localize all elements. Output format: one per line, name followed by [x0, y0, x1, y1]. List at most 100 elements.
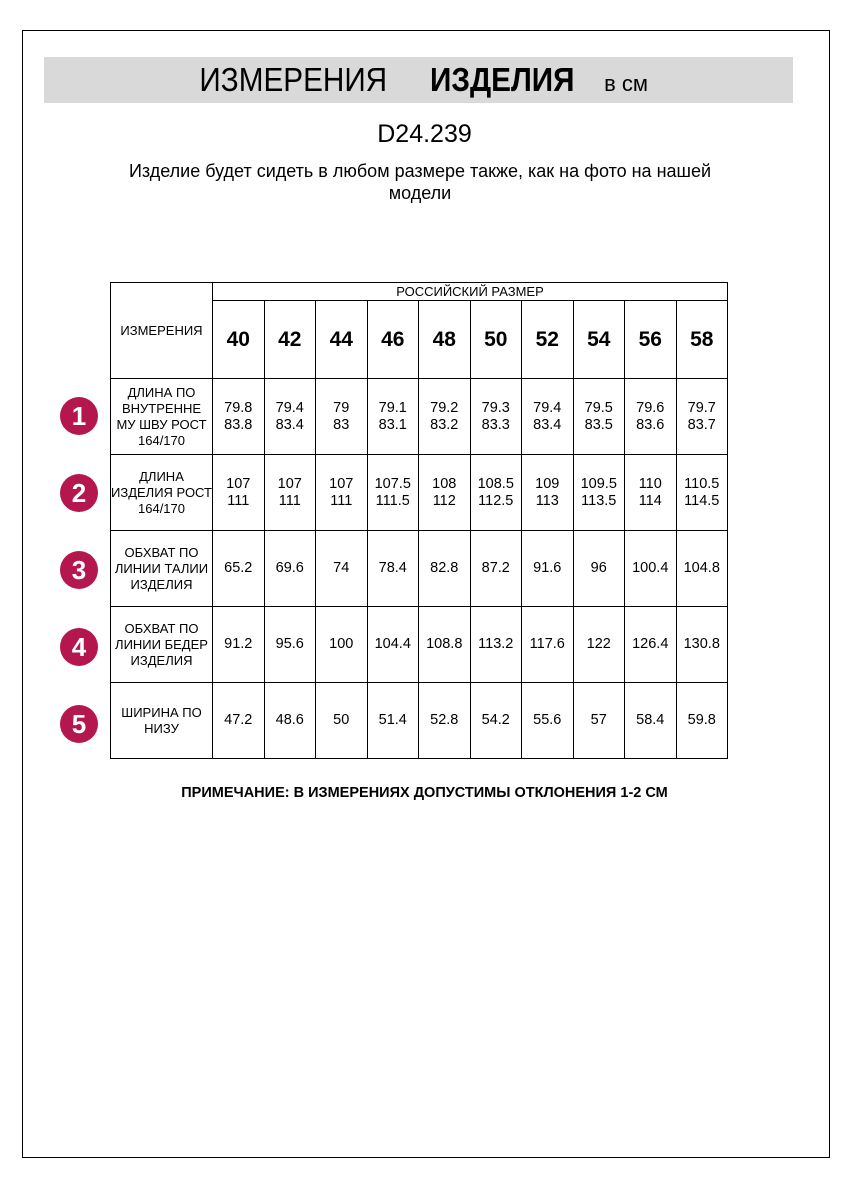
group-label: РОССИЙСКИЙ РАЗМЕР — [212, 282, 728, 301]
value: 111.5 — [375, 492, 410, 509]
value: 111 — [330, 492, 353, 509]
value: 83.4 — [275, 416, 304, 433]
value: 51.4 — [378, 712, 407, 728]
size-header: 48 — [418, 300, 471, 379]
value: 48.6 — [275, 712, 304, 728]
value-cell: 110.5 114.5 — [675, 454, 728, 531]
value-cell: 59.8 — [675, 682, 728, 759]
title-regular: ИЗМЕРЕНИЯ — [199, 61, 388, 98]
value: 117.6 — [529, 636, 565, 652]
value: 111 — [227, 492, 250, 509]
value: 108.5 — [477, 475, 514, 492]
value-cell: 69.6 — [263, 530, 316, 607]
value: 109.5 — [580, 475, 617, 492]
size-table: ИЗМЕРЕНИЯ РОССИЙСКИЙ РАЗМЕР 40 42 44 46 48 50… — [110, 282, 728, 759]
value: 112 — [432, 492, 456, 509]
value-cell: 126.4 — [624, 606, 677, 683]
value: 100.4 — [632, 560, 669, 576]
title-unit: в см — [604, 71, 648, 96]
value-cell: 79.2 83.2 — [418, 378, 471, 455]
value: 79.7 — [687, 399, 716, 416]
value: 50 — [333, 712, 350, 728]
value: 111 — [278, 492, 301, 509]
value-cell: 107.5 111.5 — [366, 454, 419, 531]
value: 78.4 — [378, 560, 407, 576]
value-cell: 109.5 113.5 — [572, 454, 625, 531]
value-cell: 107 111 — [315, 454, 368, 531]
value-cell: 96 — [572, 530, 625, 607]
value-cell: 122 — [572, 606, 625, 683]
value: 87.2 — [481, 560, 510, 576]
value-cell: 58.4 — [624, 682, 677, 759]
table-row: ОБХВАТ ПО ЛИНИИ БЕДЕР ИЗДЕЛИЯ 91.2 95.6 100… — [110, 606, 728, 683]
value: 83 — [333, 416, 350, 433]
row-number-badge: 1 — [60, 397, 98, 435]
value: 113.2 — [478, 636, 514, 652]
value: 122 — [586, 636, 611, 652]
value-cell: 51.4 — [366, 682, 419, 759]
size-header: 56 — [624, 300, 677, 379]
value: 58.4 — [636, 712, 665, 728]
size-header: 52 — [521, 300, 574, 379]
value-cell: 108.5 112.5 — [469, 454, 522, 531]
value: 126.4 — [632, 636, 669, 652]
value-cell: 108 112 — [418, 454, 471, 531]
value-cell: 47.2 — [212, 682, 265, 759]
table-row: ОБХВАТ ПО ЛИНИИ ТАЛИИ ИЗДЕЛИЯ 65.2 69.6 74 7… — [110, 530, 728, 607]
value: 110 — [638, 475, 662, 492]
measurement-label: ДЛИНА ИЗДЕЛИЯ РОСТ 164/170 — [110, 454, 213, 531]
value: 83.1 — [378, 416, 407, 433]
table-row: ДЛИНА ПО ВНУТРЕННЕ МУ ШВУ РОСТ 164/170 79… — [110, 378, 728, 455]
value: 65.2 — [224, 560, 253, 576]
value-cell: 57 — [572, 682, 625, 759]
value-cell: 65.2 — [212, 530, 265, 607]
value: 96 — [590, 560, 607, 576]
value: 108.8 — [426, 636, 463, 652]
value: 100 — [329, 636, 354, 652]
value-cell: 79.5 83.5 — [572, 378, 625, 455]
value-cell: 108.8 — [418, 606, 471, 683]
value-cell: 79.4 83.4 — [521, 378, 574, 455]
value: 113 — [535, 492, 559, 509]
value: 83.4 — [533, 416, 562, 433]
value: 57 — [590, 712, 607, 728]
value: 130.8 — [683, 636, 720, 652]
value-cell: 130.8 — [675, 606, 728, 683]
value: 91.2 — [224, 636, 253, 652]
measurement-label: ОБХВАТ ПО ЛИНИИ ТАЛИИ ИЗДЕЛИЯ — [110, 530, 213, 607]
value-cell: 104.8 — [675, 530, 728, 607]
value-cell: 78.4 — [366, 530, 419, 607]
value-cell: 110 114 — [624, 454, 677, 531]
size-header: 46 — [366, 300, 419, 379]
value-cell: 79.6 83.6 — [624, 378, 677, 455]
value: 114.5 — [684, 492, 720, 509]
value: 112.5 — [478, 492, 514, 509]
value-cell: 91.2 — [212, 606, 265, 683]
value: 82.8 — [430, 560, 459, 576]
value-cell: 50 — [315, 682, 368, 759]
size-header: 44 — [315, 300, 368, 379]
value: 52.8 — [430, 712, 459, 728]
measurement-label: ШИРИНА ПО НИЗУ — [110, 682, 213, 759]
row-number-badge: 2 — [60, 474, 98, 512]
value-cell: 100.4 — [624, 530, 677, 607]
title-band: ИЗМЕРЕНИЯ ИЗДЕЛИЯ в см — [44, 57, 793, 103]
value-cell: 79 83 — [315, 378, 368, 455]
value: 110.5 — [684, 475, 720, 492]
value: 79.1 — [378, 399, 407, 416]
corner-label: ИЗМЕРЕНИЯ — [110, 282, 213, 379]
value: 55.6 — [533, 712, 562, 728]
value: 107 — [329, 475, 354, 492]
value-cell: 109 113 — [521, 454, 574, 531]
value-cell: 55.6 — [521, 682, 574, 759]
size-header: 42 — [263, 300, 316, 379]
description: Изделие будет сидеть в любом размере так… — [128, 161, 712, 203]
value-cell: 100 — [315, 606, 368, 683]
value-cell: 91.6 — [521, 530, 574, 607]
value: 79.2 — [430, 399, 459, 416]
value-cell: 104.4 — [366, 606, 419, 683]
table-row: ШИРИНА ПО НИЗУ 47.2 48.6 50 51.4 52.8 54.2 55.6… — [110, 682, 728, 759]
value-cell: 79.3 83.3 — [469, 378, 522, 455]
value-cell: 52.8 — [418, 682, 471, 759]
value: 83.6 — [636, 416, 665, 433]
